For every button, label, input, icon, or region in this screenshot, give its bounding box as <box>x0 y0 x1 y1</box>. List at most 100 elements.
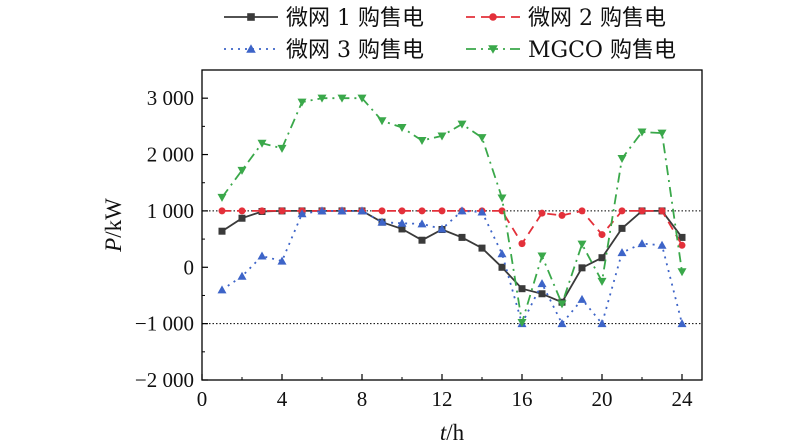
data-point <box>257 251 267 260</box>
y-tick-label: 3 000 <box>147 86 194 110</box>
data-point <box>557 319 567 328</box>
data-point <box>458 233 466 241</box>
data-point <box>217 285 227 294</box>
data-point <box>477 207 487 216</box>
data-point <box>497 194 507 203</box>
plot-frame <box>201 69 703 381</box>
data-point <box>538 209 546 217</box>
data-point <box>657 129 667 138</box>
data-point <box>218 207 226 215</box>
legend-entry-3: 微网 3 购售电 <box>224 38 424 63</box>
data-point <box>637 128 647 137</box>
data-point <box>337 206 347 215</box>
data-point <box>317 206 327 215</box>
data-point <box>658 207 666 215</box>
legend-label: 微网 3 购售电 <box>286 38 424 63</box>
legend-marker <box>247 13 255 21</box>
data-point <box>217 193 227 202</box>
legend-entry-4: MGCO 购售电 <box>466 38 676 63</box>
data-point <box>377 217 387 226</box>
y-tick-label: −1 000 <box>135 312 194 336</box>
data-point <box>357 94 367 103</box>
data-point <box>497 249 507 258</box>
legend-label: 微网 1 购售电 <box>286 6 424 31</box>
data-point <box>518 240 526 248</box>
legend-entry-1: 微网 1 购售电 <box>224 6 424 31</box>
data-point <box>477 134 487 143</box>
data-point <box>437 132 447 141</box>
data-point <box>417 136 427 145</box>
data-point <box>398 225 406 233</box>
x-tick-label: 4 <box>277 387 288 411</box>
data-point <box>537 252 547 261</box>
data-point <box>258 207 266 215</box>
plot-area <box>202 94 702 328</box>
legend-marker <box>488 45 498 54</box>
y-tick-label: 1 000 <box>147 199 194 223</box>
legend-label: 微网 2 购售电 <box>528 6 666 31</box>
data-point <box>677 268 687 277</box>
data-point <box>418 207 426 215</box>
data-point <box>578 207 586 215</box>
series-3 <box>217 206 687 328</box>
legend-label: MGCO 购售电 <box>528 38 676 63</box>
data-point <box>518 285 526 293</box>
data-point <box>397 218 407 227</box>
data-point <box>457 206 467 215</box>
legend-marker <box>246 44 256 53</box>
data-point <box>597 277 607 286</box>
data-point <box>598 254 606 262</box>
series-line <box>221 209 683 304</box>
data-point <box>418 236 426 244</box>
x-tick-label: 8 <box>357 387 368 411</box>
data-point <box>397 123 407 132</box>
data-point <box>237 166 247 175</box>
data-point <box>617 248 627 257</box>
data-point <box>357 206 367 215</box>
data-point <box>278 207 286 215</box>
data-point <box>218 227 226 235</box>
series-2 <box>218 207 686 249</box>
data-point <box>438 207 446 215</box>
data-point <box>598 231 606 239</box>
data-point <box>377 117 387 126</box>
data-point <box>677 319 687 328</box>
data-point <box>297 98 307 107</box>
data-point <box>597 319 607 328</box>
data-point <box>237 271 247 280</box>
data-point <box>498 263 506 271</box>
series-line <box>221 97 683 323</box>
data-point <box>618 207 626 215</box>
data-point <box>398 207 406 215</box>
y-tick-label: 0 <box>184 255 195 279</box>
x-tick-label: 16 <box>512 387 533 411</box>
series-4 <box>217 94 687 328</box>
data-point <box>457 120 467 129</box>
data-point <box>557 300 567 309</box>
series-line <box>221 209 683 327</box>
x-tick-label: 24 <box>672 387 694 411</box>
legend-entry-2: 微网 2 购售电 <box>466 6 666 31</box>
y-axis-title: P/kW <box>101 198 126 253</box>
data-point <box>657 240 667 249</box>
series-1 <box>218 207 686 306</box>
x-axis-title: t/h <box>440 420 465 445</box>
data-point <box>558 211 566 219</box>
data-point <box>238 207 246 215</box>
data-point <box>578 264 586 272</box>
data-point <box>437 224 447 233</box>
data-point <box>478 244 486 252</box>
data-point <box>618 224 626 232</box>
data-point <box>257 139 267 148</box>
data-point <box>317 94 327 103</box>
y-tick-label: 2 000 <box>147 143 194 167</box>
data-point <box>577 294 587 303</box>
data-point <box>337 94 347 103</box>
axes: 0 4 8 12 16 20 24 −2 000 −1 000 0 1 000 2 000 3 000 t… <box>101 69 703 445</box>
data-point <box>277 144 287 153</box>
x-tick-label: 12 <box>432 387 453 411</box>
data-point <box>577 240 587 249</box>
data-point <box>238 214 246 222</box>
